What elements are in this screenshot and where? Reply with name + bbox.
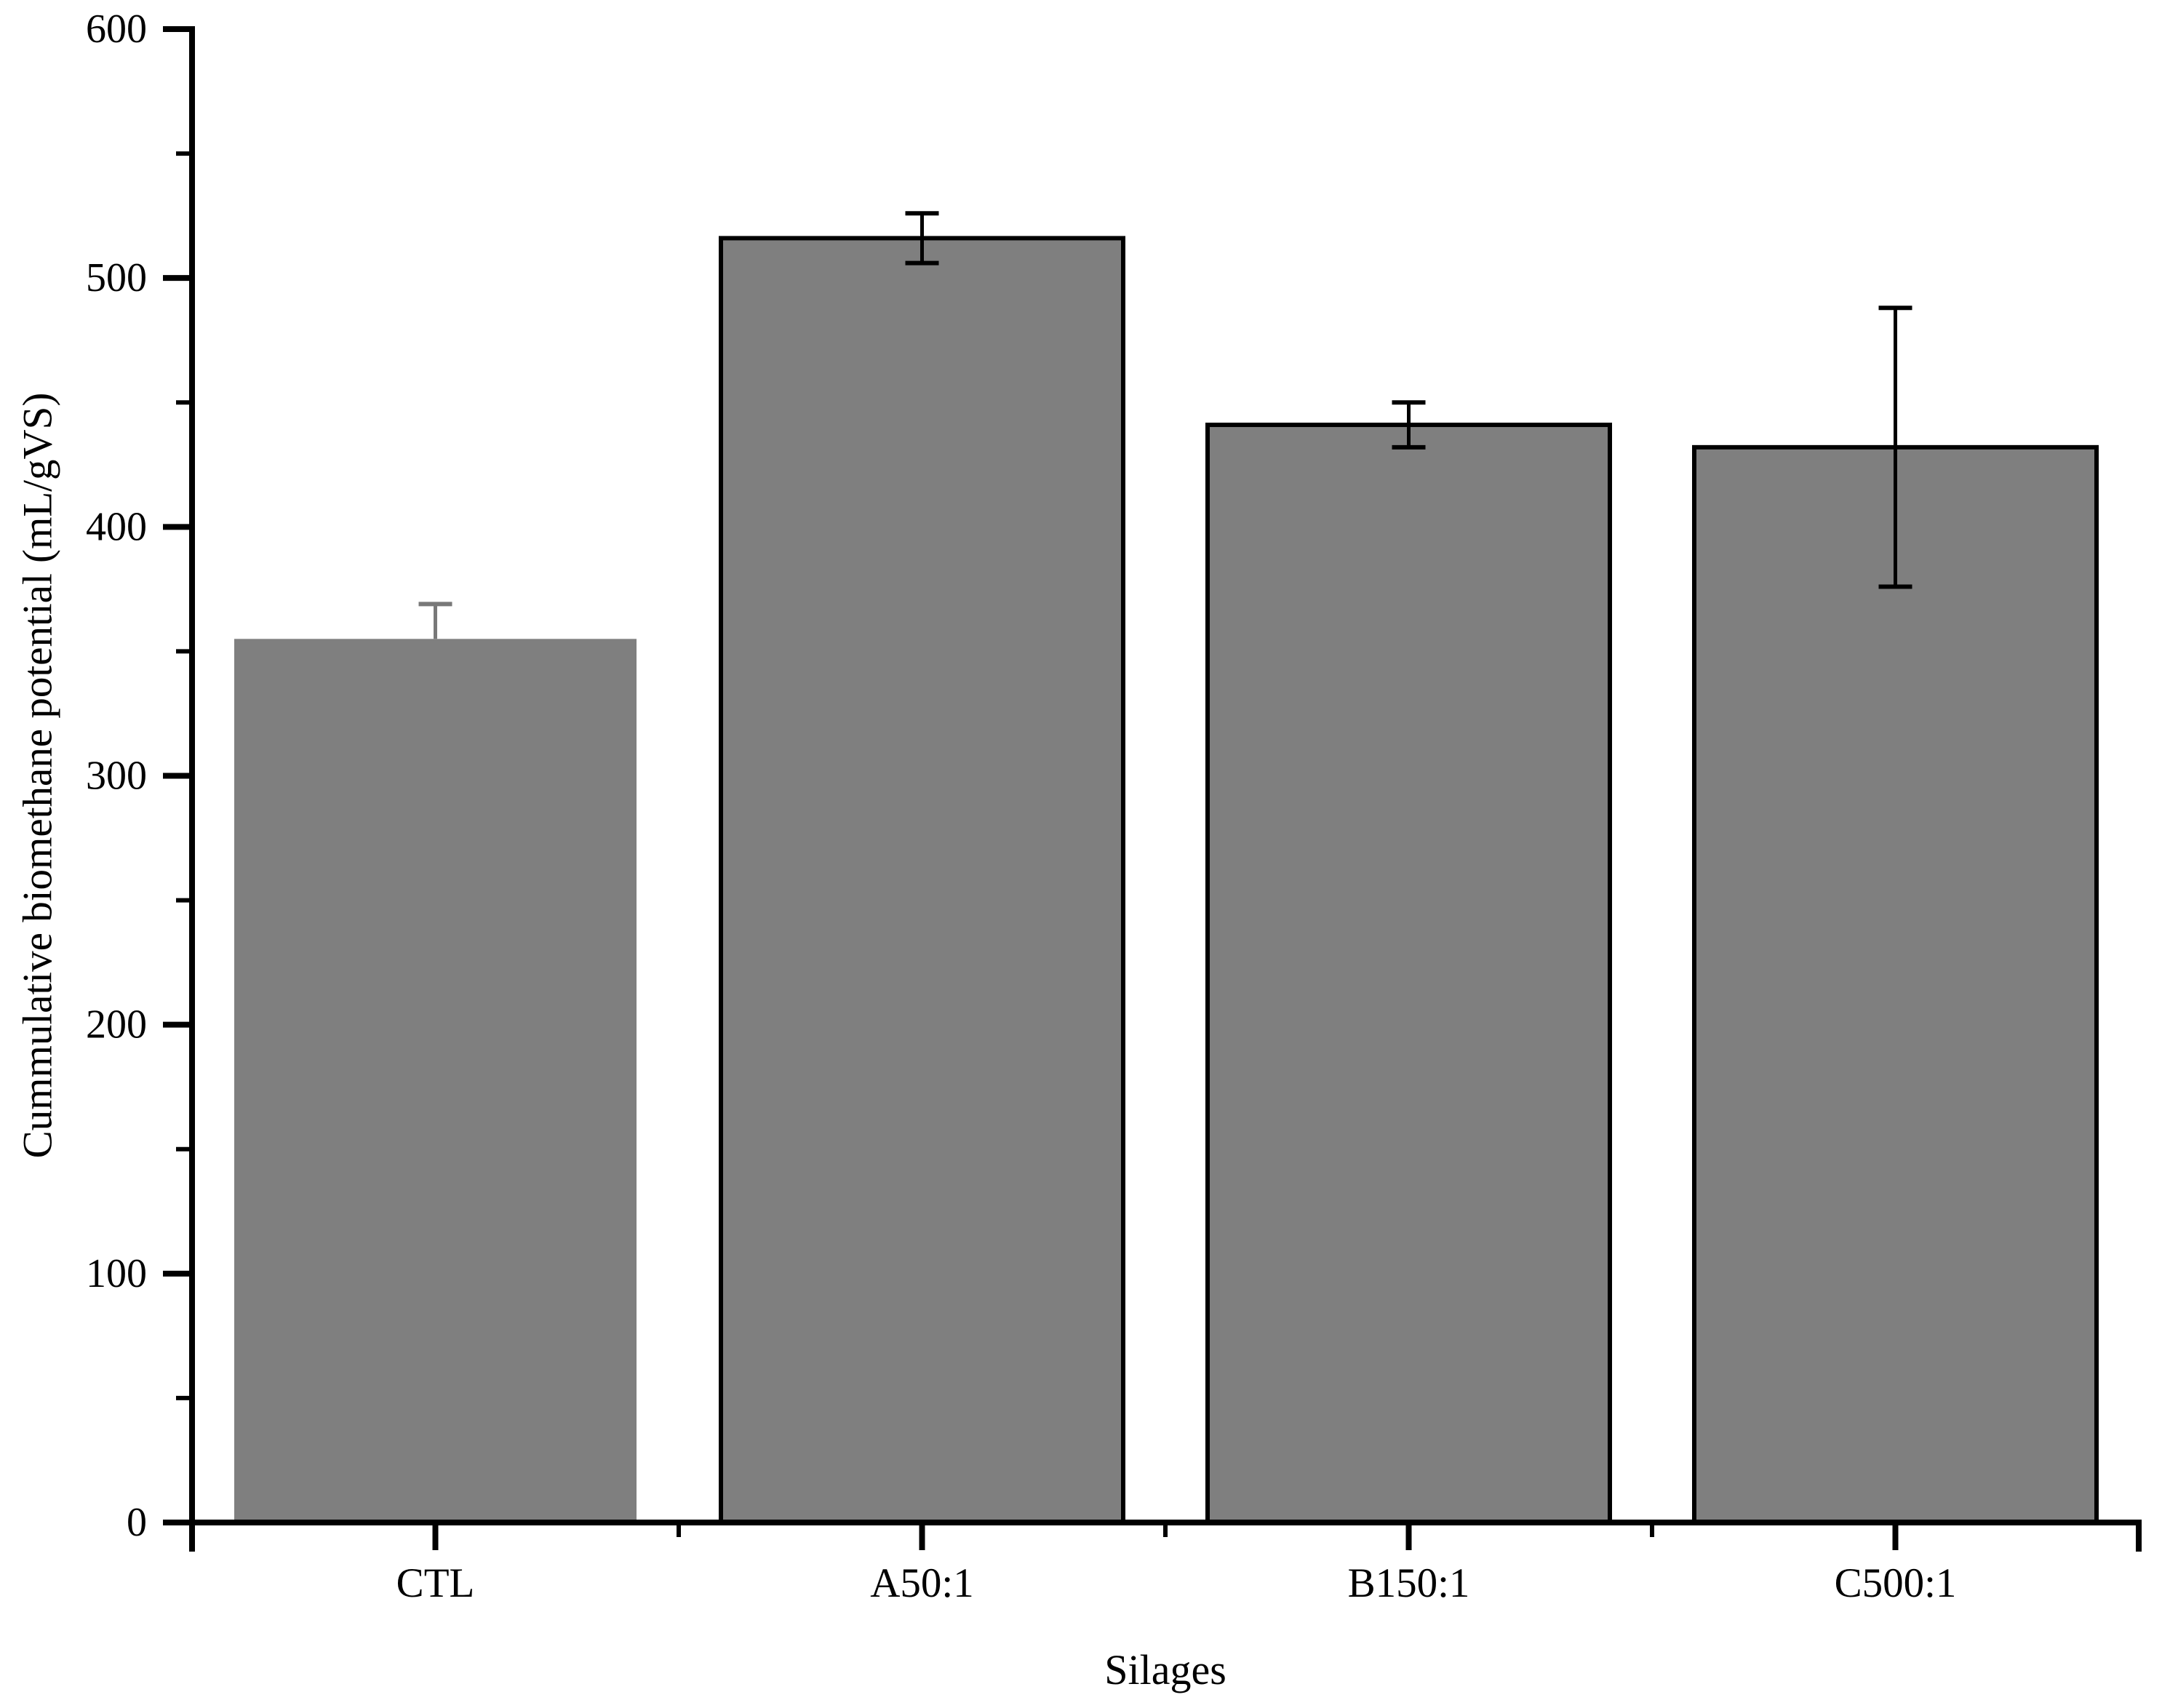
x-category-label: CTL (396, 1560, 475, 1606)
y-tick-label: 300 (86, 754, 147, 799)
bar-B150:1 (1205, 423, 1612, 1525)
bar-A50:1 (719, 236, 1125, 1525)
bar-CTL (234, 639, 637, 1523)
y-tick-label: 500 (86, 255, 147, 300)
x-axis-title: Silages (1104, 1646, 1226, 1693)
y-tick-label: 200 (86, 1002, 147, 1047)
y-axis-title: Cummulative biomethane potential (mL/gVS… (15, 392, 61, 1159)
y-tick-label: 600 (86, 7, 147, 52)
x-category-label: A50:1 (870, 1560, 974, 1606)
x-category-label: C500:1 (1835, 1560, 1957, 1606)
y-tick-label: 100 (86, 1251, 147, 1296)
x-category-label: B150:1 (1348, 1560, 1470, 1606)
bar-C500:1 (1692, 444, 2099, 1525)
y-tick-label: 0 (127, 1500, 147, 1545)
y-tick-label: 400 (86, 504, 147, 549)
